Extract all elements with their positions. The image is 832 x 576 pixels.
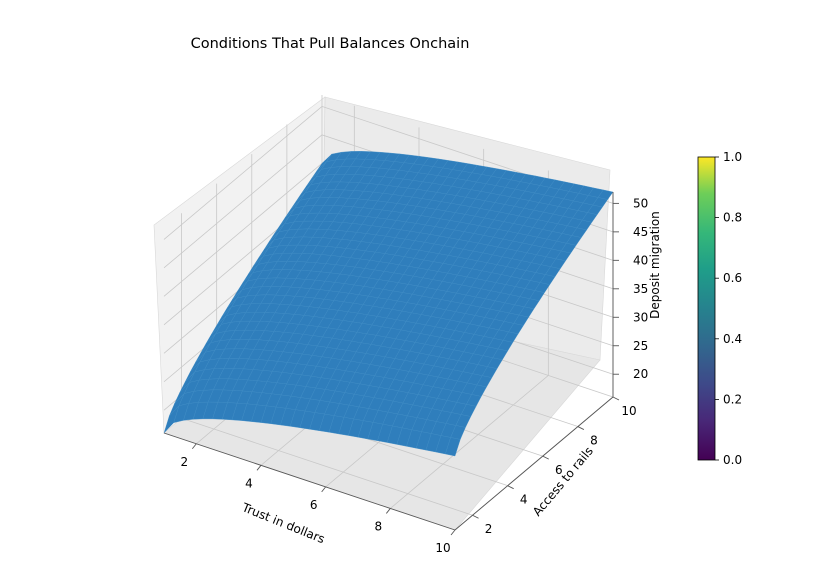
y-tick-mark bbox=[542, 455, 549, 460]
z-tick-label: 20 bbox=[633, 367, 648, 381]
axes: 2 4 6 8 10 2 4 6 8 10 20 25 30 35 40 45 50 bbox=[163, 192, 648, 555]
z-tick-label: 45 bbox=[633, 225, 648, 239]
z-tick-label: 50 bbox=[633, 196, 648, 210]
y-tick-label: 4 bbox=[520, 493, 528, 507]
x-tick-label: 10 bbox=[435, 541, 450, 555]
x-tick-mark bbox=[321, 486, 327, 493]
x-tick-label: 8 bbox=[375, 519, 383, 533]
y-tick-mark bbox=[577, 426, 585, 430]
x-tick-label: 4 bbox=[245, 476, 253, 490]
y-axis-line bbox=[454, 396, 614, 531]
z-tick-label: 30 bbox=[633, 310, 648, 324]
z-axis-label: Deposit migration bbox=[648, 211, 662, 319]
colorbar-tick-label: 1.0 bbox=[723, 150, 742, 164]
y-tick-label: 6 bbox=[555, 463, 563, 477]
y-tick-label: 2 bbox=[485, 522, 493, 536]
y-tick-mark bbox=[612, 396, 620, 401]
y-tick-mark bbox=[507, 485, 514, 490]
surface bbox=[163, 151, 614, 457]
colorbar-ticks: 0.0 0.2 0.4 0.6 0.8 1.0 bbox=[715, 150, 742, 467]
colorbar-tick-label: 0.2 bbox=[723, 392, 742, 406]
colorbar-tick-label: 0.6 bbox=[723, 271, 742, 285]
y-tick-mark bbox=[472, 514, 479, 519]
x-tick-mark bbox=[191, 443, 197, 450]
grid-line-z-6 bbox=[163, 105, 614, 240]
z-tick-label: 35 bbox=[633, 282, 648, 296]
colorbar-tick-label: 0.8 bbox=[723, 211, 742, 225]
x-tick-mark bbox=[256, 465, 262, 471]
x-tick-mark bbox=[450, 529, 456, 536]
y-tick-label: 8 bbox=[590, 434, 598, 448]
chart-title: Conditions That Pull Balances Onchain bbox=[191, 36, 470, 52]
z-tick-label: 40 bbox=[633, 253, 648, 267]
z-tick-label: 25 bbox=[633, 339, 648, 353]
x-tick-label: 6 bbox=[310, 498, 318, 512]
colorbar-tick-label: 0.0 bbox=[723, 453, 742, 467]
surface-facet bbox=[316, 153, 332, 172]
colorbar bbox=[697, 156, 716, 461]
x-axis-line bbox=[163, 432, 456, 531]
colorbar-tick-label: 0.4 bbox=[723, 332, 742, 346]
y-tick-label: 10 bbox=[621, 404, 636, 418]
x-tick-mark bbox=[385, 508, 391, 514]
x-tick-label: 2 bbox=[181, 455, 189, 469]
